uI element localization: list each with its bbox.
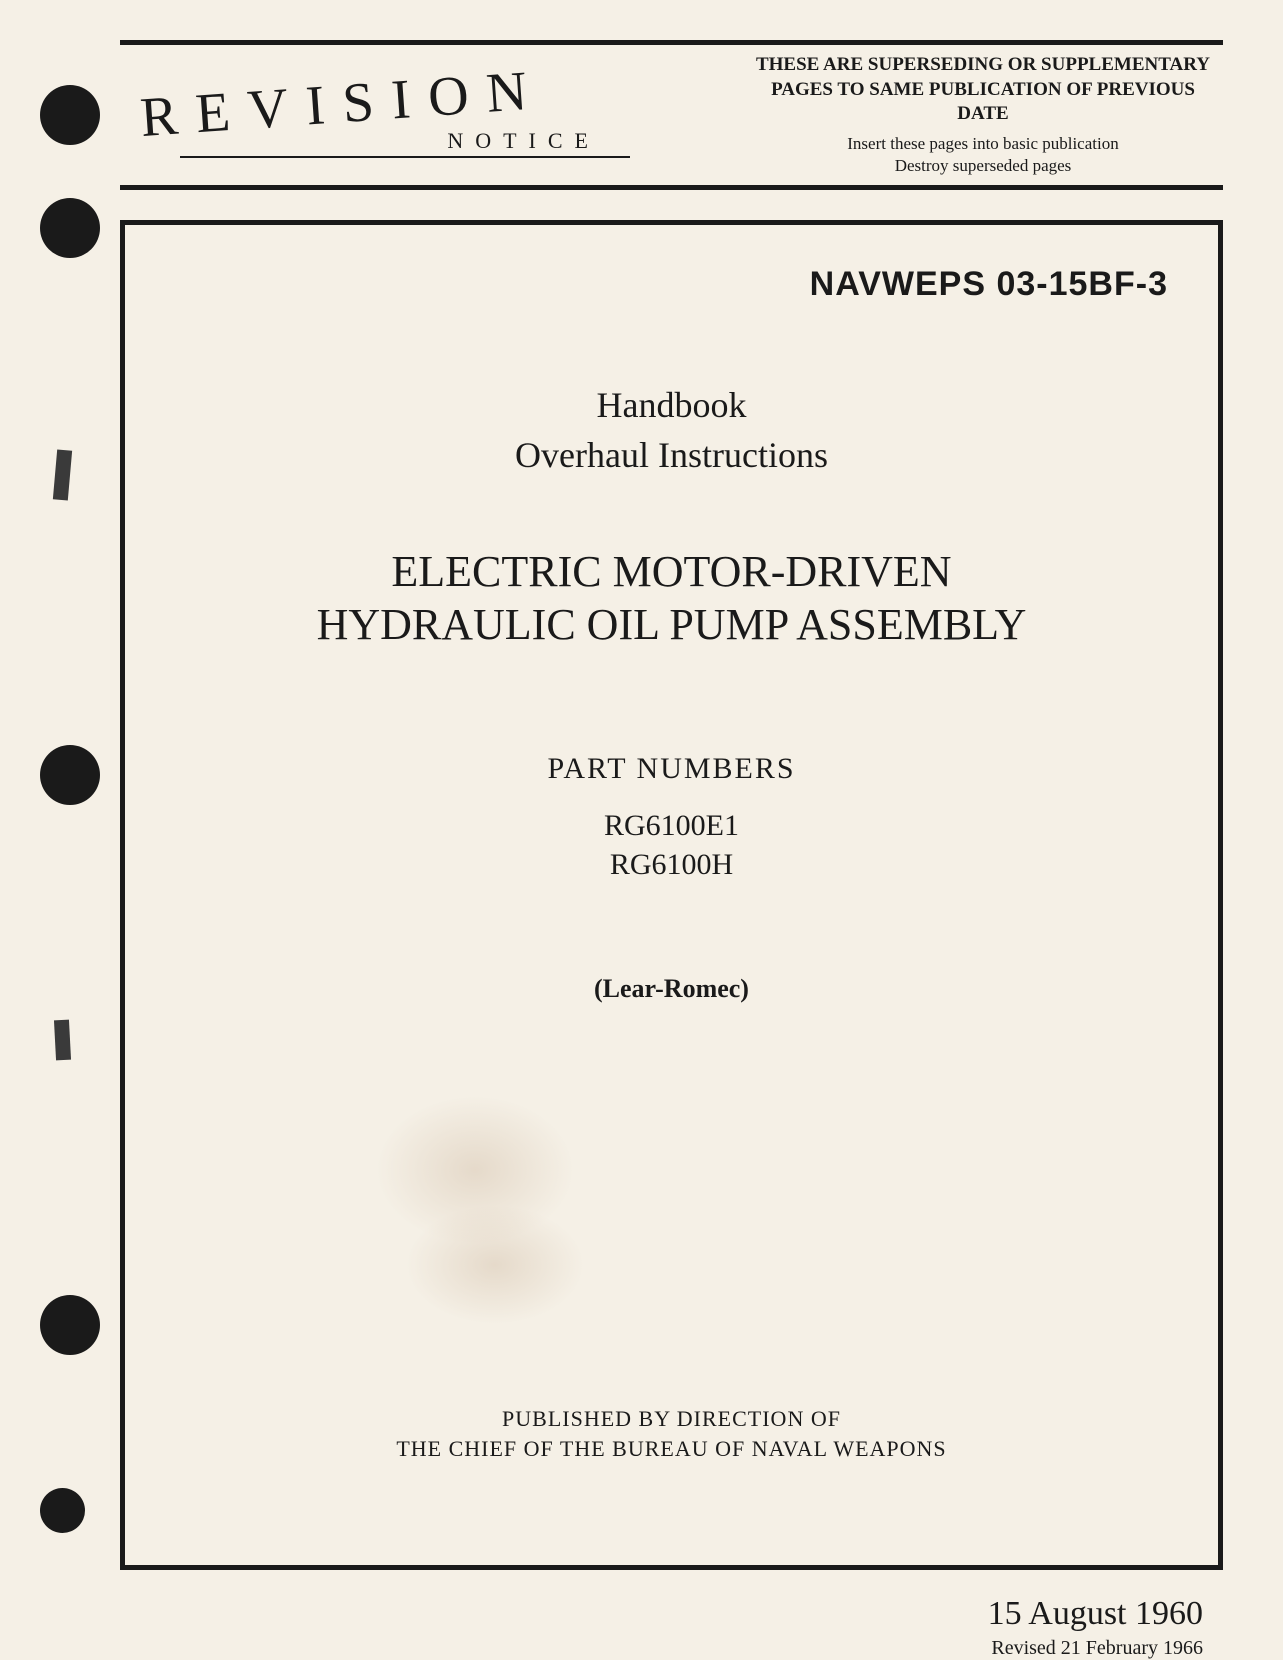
- revision-notice-block: REVISION NOTICE: [140, 72, 630, 158]
- revision-header: REVISION NOTICE THESE ARE SUPERSEDING OR…: [120, 40, 1223, 190]
- main-content-frame: NAVWEPS 03-15BF-3 Handbook Overhaul Inst…: [120, 220, 1223, 1570]
- punch-hole: [40, 85, 100, 145]
- punch-hole: [40, 198, 100, 258]
- date-footer: 15 August 1960 Revised 21 February 1966: [120, 1595, 1223, 1660]
- publisher-line-1: PUBLISHED BY DIRECTION OF: [502, 1406, 841, 1431]
- punch-hole: [40, 1488, 85, 1533]
- underline-decoration: [180, 156, 630, 158]
- instructions-label: Overhaul Instructions: [175, 434, 1168, 476]
- publication-date: 15 August 1960: [120, 1595, 1203, 1633]
- paper-stain: [405, 1205, 585, 1325]
- title-line-2: HYDRAULIC OIL PUMP ASSEMBLY: [317, 600, 1027, 649]
- part-numbers-heading: PART NUMBERS: [175, 752, 1168, 786]
- document-page: REVISION NOTICE THESE ARE SUPERSEDING OR…: [0, 0, 1283, 1649]
- document-number: NAVWEPS 03-15BF-3: [175, 265, 1168, 304]
- manufacturer-name: (Lear-Romec): [175, 974, 1168, 1004]
- part-number-2: RG6100H: [175, 845, 1168, 884]
- title-line-1: ELECTRIC MOTOR-DRIVEN: [391, 547, 951, 596]
- paper-stain: [375, 1095, 575, 1245]
- publisher-attribution: PUBLISHED BY DIRECTION OF THE CHIEF OF T…: [125, 1404, 1218, 1466]
- punch-hole: [40, 1295, 100, 1355]
- supersede-instruction-2: Destroy superseded pages: [753, 155, 1213, 177]
- publisher-line-2: THE CHIEF OF THE BUREAU OF NAVAL WEAPONS: [396, 1436, 946, 1461]
- supersede-instruction-1: Insert these pages into basic publicatio…: [753, 133, 1213, 155]
- paper-damage: [53, 449, 72, 500]
- supersede-title: THESE ARE SUPERSEDING OR SUPPLEMENTARY P…: [753, 53, 1213, 127]
- punch-hole: [40, 745, 100, 805]
- supersede-instructions: THESE ARE SUPERSEDING OR SUPPLEMENTARY P…: [743, 53, 1223, 177]
- paper-damage: [54, 1020, 71, 1061]
- document-title: ELECTRIC MOTOR-DRIVEN HYDRAULIC OIL PUMP…: [175, 546, 1168, 652]
- part-number-1: RG6100E1: [175, 806, 1168, 845]
- handbook-label: Handbook: [175, 384, 1168, 426]
